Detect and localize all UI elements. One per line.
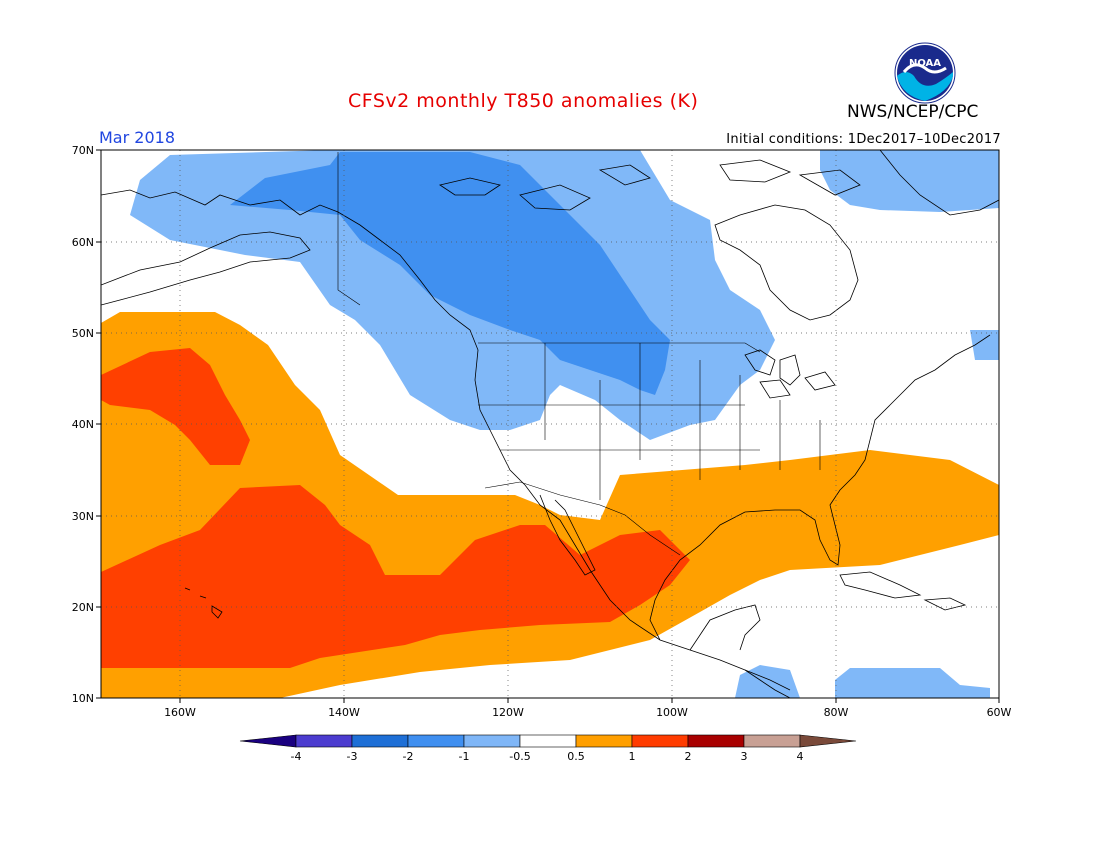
colorbar-swatch — [743, 734, 801, 748]
lon-label: 140W — [328, 706, 360, 719]
colorbar-swatch — [463, 734, 521, 748]
axis-ticks — [96, 149, 1000, 703]
map-title: CFSv2 monthly T850 anomalies (K) — [348, 90, 699, 112]
colorbar-label: -1 — [459, 750, 470, 763]
colorbar-label: 3 — [741, 750, 748, 763]
agency-label: NWS/NCEP/CPC — [847, 102, 979, 122]
coastlines — [101, 150, 999, 698]
colorbar-label: -2 — [403, 750, 414, 763]
colorbar: -4 -3 -2 -1 -0.5 0.5 1 2 3 4 — [239, 734, 857, 763]
latitude-labels: 70N 60N 50N 40N 30N 20N 10N — [72, 144, 94, 705]
negative-anomaly-caribbean — [835, 668, 990, 698]
colorbar-label: -4 — [291, 750, 302, 763]
colorbar-label: 0.5 — [567, 750, 585, 763]
colorbar-swatch — [407, 734, 465, 748]
lat-label: 50N — [72, 327, 94, 340]
lon-label: 160W — [164, 706, 196, 719]
lat-label: 10N — [72, 692, 94, 705]
lon-label: 60W — [987, 706, 1012, 719]
lon-label: 120W — [492, 706, 524, 719]
colorbar-swatch — [631, 734, 689, 748]
anomaly-fields — [101, 150, 999, 698]
lon-label: 80W — [824, 706, 849, 719]
initial-conditions: Initial conditions: 1Dec2017–10Dec2017 — [726, 132, 1001, 147]
negative-anomaly-north-atlantic — [820, 150, 999, 212]
colorbar-label: 1 — [629, 750, 636, 763]
valid-month: Mar 2018 — [99, 128, 175, 147]
lat-label: 40N — [72, 418, 94, 431]
lat-label: 70N — [72, 144, 94, 157]
negative-anomaly-nova-scotia — [970, 330, 999, 360]
colorbar-arrow-right — [799, 734, 857, 748]
colorbar-label: -3 — [347, 750, 358, 763]
colorbar-swatch — [519, 734, 577, 748]
colorbar-label: 2 — [685, 750, 692, 763]
strong-positive-anomaly-subtropics — [101, 485, 690, 668]
colorbar-swatch — [575, 734, 633, 748]
colorbar-label: 4 — [797, 750, 804, 763]
lat-label: 30N — [72, 510, 94, 523]
colorbar-swatch — [295, 734, 353, 748]
colorbar-swatch — [351, 734, 409, 748]
political-borders — [337, 152, 821, 556]
noaa-logo-icon: NOAA — [894, 42, 956, 104]
colorbar-swatch — [687, 734, 745, 748]
lat-label: 20N — [72, 601, 94, 614]
lon-label: 100W — [656, 706, 688, 719]
longitude-labels: 160W 140W 120W 100W 80W 60W — [164, 706, 1011, 719]
logo-text: NOAA — [909, 58, 941, 69]
lat-label: 60N — [72, 236, 94, 249]
strong-positive-anomaly-northeast-pacific — [101, 348, 250, 465]
colorbar-label: -0.5 — [509, 750, 530, 763]
negative-anomaly-central-america — [735, 665, 800, 698]
colorbar-arrow-left — [239, 734, 297, 748]
